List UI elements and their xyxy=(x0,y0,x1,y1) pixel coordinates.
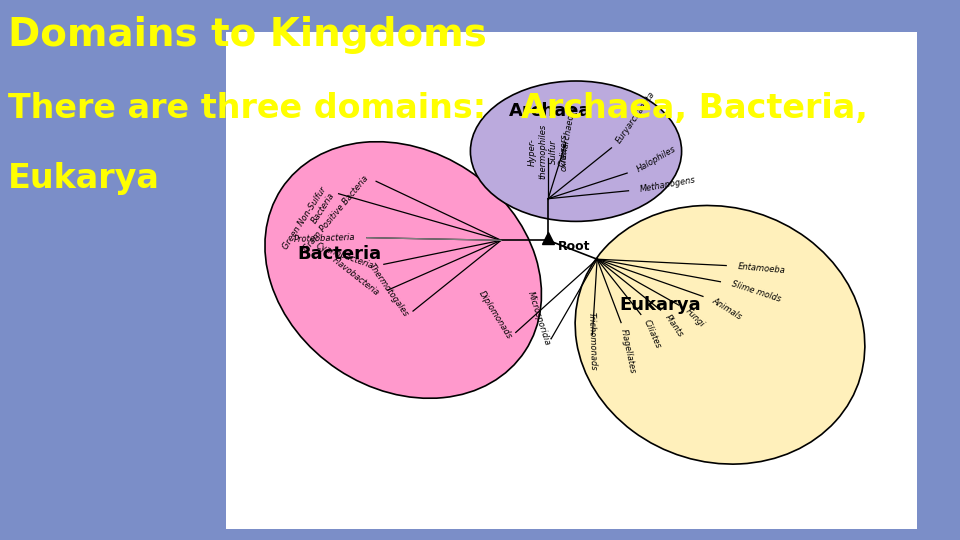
Text: Slime molds: Slime molds xyxy=(730,280,781,304)
Ellipse shape xyxy=(265,141,541,399)
Text: Plants: Plants xyxy=(663,313,685,339)
Text: Entamoeba: Entamoeba xyxy=(737,262,785,275)
Ellipse shape xyxy=(470,81,682,221)
Text: Trichomonads: Trichomonads xyxy=(587,312,597,371)
Text: Thermotogales: Thermotogales xyxy=(367,262,410,319)
Text: Ciliates: Ciliates xyxy=(641,319,662,350)
Text: Flavobacteria: Flavobacteria xyxy=(331,255,381,298)
Text: Proteobacteria: Proteobacteria xyxy=(294,233,355,244)
Text: Cyanobacteria: Cyanobacteria xyxy=(314,241,374,271)
Bar xyxy=(226,32,917,529)
Text: Euryarchaeota: Euryarchaeota xyxy=(614,90,657,145)
Text: Eukarya: Eukarya xyxy=(619,296,701,314)
Text: Methanogens: Methanogens xyxy=(639,176,696,194)
Text: Green Non-Sulfur
Bacteria: Green Non-Sulfur Bacteria xyxy=(280,186,336,257)
Text: Bacteria: Bacteria xyxy=(298,245,382,263)
Text: Hyper-
thermophiles
Sulfur
oxidizers: Hyper- thermophiles Sulfur oxidizers xyxy=(528,124,568,179)
Text: Fungi: Fungi xyxy=(684,306,706,329)
Text: Microsporidia: Microsporidia xyxy=(526,290,552,346)
Text: Crenarchaeota: Crenarchaeota xyxy=(558,105,578,168)
Text: Root: Root xyxy=(558,240,590,253)
Text: Flagellates: Flagellates xyxy=(619,328,637,374)
Text: Domains to Kingdoms: Domains to Kingdoms xyxy=(8,16,487,54)
Text: Gram Positive Bacteria: Gram Positive Bacteria xyxy=(302,174,371,254)
Text: Diplomonads: Diplomonads xyxy=(476,289,514,340)
Text: Halophiles: Halophiles xyxy=(635,144,677,174)
Ellipse shape xyxy=(575,206,865,464)
Text: Animals: Animals xyxy=(710,296,743,321)
Text: Eukarya: Eukarya xyxy=(8,162,159,195)
Text: There are three domains:   Archaea, Bacteria,: There are three domains: Archaea, Bacter… xyxy=(8,92,868,125)
Text: Archaea: Archaea xyxy=(509,102,591,120)
